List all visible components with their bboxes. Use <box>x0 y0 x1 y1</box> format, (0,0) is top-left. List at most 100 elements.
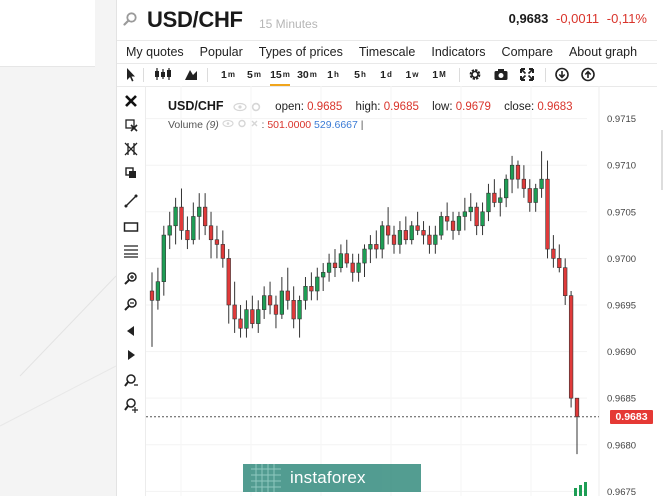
settings-icon[interactable] <box>250 102 262 112</box>
zoom-fit-icon[interactable] <box>122 372 140 390</box>
search-icon[interactable] <box>123 12 137 26</box>
candle-bullish <box>486 192 491 213</box>
timeframe-15m[interactable]: 15 m <box>268 65 292 86</box>
volume-bar <box>579 485 582 496</box>
fibonacci-tool-icon[interactable] <box>122 242 140 260</box>
candle-bearish <box>515 164 521 180</box>
toolbar-separator <box>459 68 460 82</box>
fullscreen-icon[interactable] <box>519 65 535 84</box>
scroll-right-icon[interactable] <box>122 346 140 364</box>
candle-bullish <box>338 253 344 269</box>
timeframe-30m[interactable]: 30 m <box>297 68 317 81</box>
candle-bearish <box>521 178 527 189</box>
candle-bullish <box>533 188 538 203</box>
legend-close-value: 0.9683 <box>537 101 573 113</box>
candle-bearish <box>391 234 397 245</box>
candle-bullish <box>315 276 320 292</box>
toolbar-separator <box>207 68 208 82</box>
menu-popular[interactable]: Popular <box>199 45 243 59</box>
price-change: -0,0011 <box>556 11 600 26</box>
copy-icon[interactable] <box>122 164 140 182</box>
left-blank-area <box>0 0 95 67</box>
volume-close-icon[interactable] <box>250 119 259 128</box>
candle-bullish <box>456 216 462 231</box>
camera-icon[interactable] <box>493 65 509 84</box>
candle-bearish <box>527 188 532 203</box>
candle-bearish <box>421 230 426 236</box>
candle-bullish <box>498 197 503 203</box>
candle-bullish <box>539 178 544 189</box>
volume-settings-icon[interactable] <box>237 119 247 128</box>
candle-bearish <box>574 397 580 418</box>
left-margin <box>0 0 116 496</box>
candle-bearish <box>238 318 243 329</box>
zoom-reset-icon[interactable] <box>122 396 140 414</box>
candle-bearish <box>545 178 550 250</box>
candle-bearish <box>474 206 479 227</box>
menu-about-graph[interactable]: About graph <box>568 45 638 59</box>
menu-timescale[interactable]: Timescale <box>358 45 416 59</box>
gear-icon[interactable] <box>467 65 483 84</box>
download-icon[interactable] <box>554 65 570 84</box>
rectangle-tool-icon[interactable] <box>122 218 140 236</box>
left-decoration <box>0 275 116 427</box>
close-icon[interactable] <box>122 92 140 110</box>
candle-bearish <box>267 295 273 306</box>
candle-bearish <box>232 304 237 320</box>
y-axis-tick-label: 0.9700 <box>607 254 636 265</box>
crosshair-tool-icon[interactable] <box>122 140 140 158</box>
cursor-icon[interactable] <box>123 65 137 84</box>
area-chart-icon[interactable] <box>183 65 199 84</box>
eye-icon[interactable] <box>233 102 247 112</box>
candle-bearish <box>285 290 290 301</box>
trendline-tool-icon[interactable] <box>122 192 140 210</box>
zoom-in-icon[interactable] <box>122 270 140 288</box>
menu-my-quotes[interactable]: My quotes <box>126 45 184 59</box>
upload-icon[interactable] <box>580 65 596 84</box>
candle-bearish <box>385 225 391 236</box>
candle-bullish <box>397 230 403 245</box>
scroll-left-icon[interactable] <box>122 322 140 340</box>
candle-bullish <box>380 225 385 250</box>
candle-bullish <box>504 178 509 199</box>
candle-bearish <box>374 244 379 250</box>
drawing-tools <box>117 86 146 496</box>
candle-bearish <box>427 234 432 245</box>
ohlc-legend: USD/CHF open: 0.9685 high: 0.9685 low: 0… <box>168 99 573 113</box>
candle-bullish <box>368 244 373 250</box>
main-menu: My quotes Popular Types of prices Timesc… <box>117 40 657 64</box>
menu-indicators[interactable]: Indicators <box>431 45 486 59</box>
volume-eye-icon[interactable] <box>222 119 234 128</box>
legend-open-label: open: <box>275 101 304 113</box>
price-change-percent: -0,11% <box>606 11 647 26</box>
candle-bullish <box>197 206 202 217</box>
chart-area[interactable]: 0.9715 0.9710 0.9705 0.9700 0.9695 0.9690 0.96… <box>146 86 657 496</box>
candle-bullish <box>173 206 178 227</box>
chart-panel: USD/CHF 15 Minutes 0,9683 -0,0011 -0,11%… <box>116 0 658 496</box>
delete-drawings-icon[interactable] <box>122 116 140 134</box>
menu-compare[interactable]: Compare <box>501 45 553 59</box>
y-axis-tick-label: 0.9710 <box>607 161 636 172</box>
y-axis-tick-label: 0.9705 <box>607 207 636 218</box>
candlestick-type-icon[interactable] <box>151 65 175 84</box>
candle-bullish <box>439 216 444 236</box>
menu-types-of-prices[interactable]: Types of prices <box>258 45 343 59</box>
candle-bearish <box>403 230 408 241</box>
watermark-text: instaforex <box>290 468 366 487</box>
candle-bullish <box>321 272 326 278</box>
candle-bearish <box>563 267 568 296</box>
zoom-out-icon[interactable] <box>122 296 140 314</box>
legend-high-label: high: <box>355 101 381 113</box>
last-price: 0,9683 <box>508 11 549 26</box>
candlestick-chart[interactable]: 0.9715 0.9710 0.9705 0.9700 0.9695 0.9690 0.96… <box>146 86 657 496</box>
candle-bullish <box>167 225 172 236</box>
volume-bar-marker: | <box>360 119 364 131</box>
